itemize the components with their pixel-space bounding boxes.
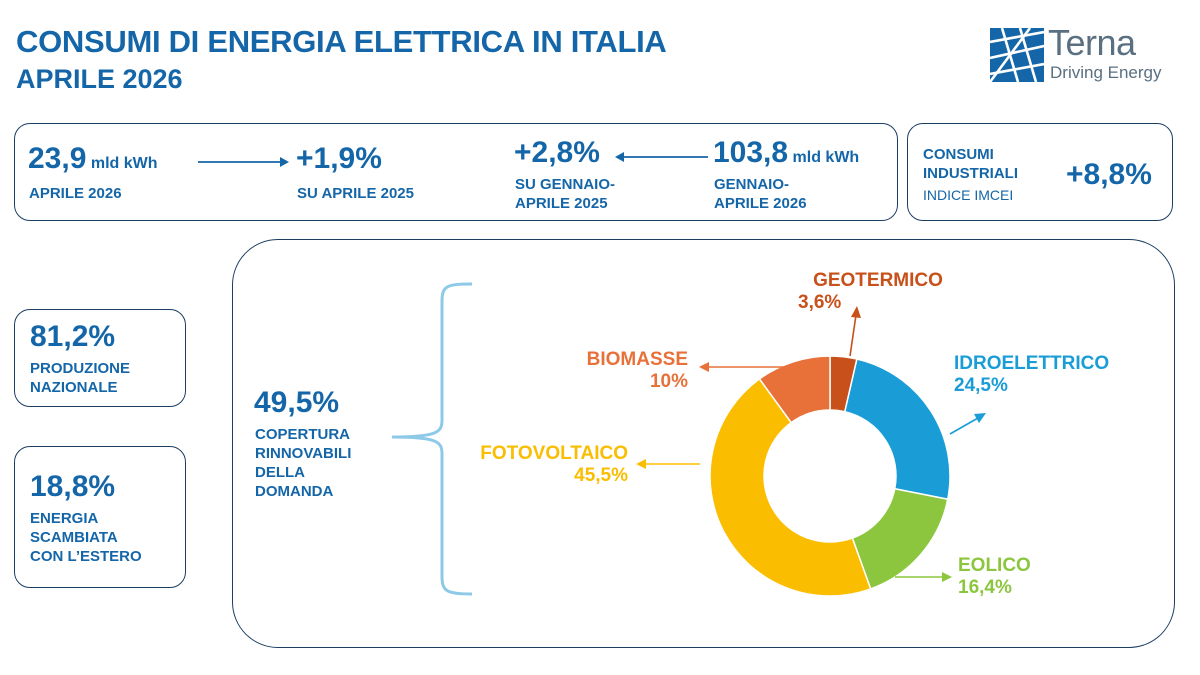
kpi-ytd-value: 103,8 xyxy=(713,136,789,169)
label-eolico-name: EOLICO xyxy=(958,555,1031,576)
energy-exchange-value: 18,8% xyxy=(30,470,116,503)
curly-brace-icon xyxy=(391,282,473,596)
logo-wordmark: Terna xyxy=(1048,22,1136,63)
arrow-left-icon xyxy=(615,152,708,162)
donut-segments xyxy=(709,355,951,597)
kpi-monthly-change-value: +1,9% xyxy=(296,142,382,175)
label-idroelettrico: IDROELETTRICO 24,5% xyxy=(954,353,1109,397)
national-production-value: 81,2% xyxy=(30,320,116,353)
donut-segment-eolico xyxy=(851,487,949,590)
label-biomasse-name: BIOMASSE xyxy=(586,349,688,370)
national-production-label: PRODUZIONE NAZIONALE xyxy=(30,360,131,396)
label-fotovoltaico-name: FOTOVOLTAICO xyxy=(480,443,628,464)
kpi-ytd-label: GENNAIO- APRILE 2026 xyxy=(714,176,807,212)
industrial-label: CONSUMI INDUSTRIALI xyxy=(923,146,1018,182)
arrow-right-icon xyxy=(198,157,289,167)
label-biomasse: BIOMASSE 10% xyxy=(560,349,688,393)
page-title: CONSUMI DI ENERGIA ELETTRICA IN ITALIA xyxy=(16,24,667,59)
kpi-monthly: 23,9 mld kWh xyxy=(28,142,158,176)
donut-segment-fotovoltaico xyxy=(709,377,872,597)
terna-logo-icon xyxy=(990,28,1044,82)
industrial-sublabel: INDICE IMCEI xyxy=(923,187,1014,203)
kpi-ytd-unit: mld kWh xyxy=(792,149,860,166)
label-geotermico-name: GEOTERMICO xyxy=(813,270,943,291)
renewables-panel xyxy=(232,239,1175,648)
label-eolico-value: 16,4% xyxy=(958,577,1012,598)
logo-tagline: Driving Energy xyxy=(1050,63,1162,82)
kpi-monthly-change-label: SU APRILE 2025 xyxy=(297,185,414,202)
donut-segment-idroelettrico xyxy=(843,358,951,501)
label-idroelettrico-name: IDROELETTRICO xyxy=(954,353,1110,374)
label-geotermico: GEOTERMICO 3,6% xyxy=(798,270,958,314)
kpi-monthly-unit: mld kWh xyxy=(90,155,158,172)
kpi-ytd-change-label: SU GENNAIO- APRILE 2025 xyxy=(515,176,616,212)
terna-logo: Terna Driving Energy xyxy=(990,22,1180,86)
kpi-monthly-value: 23,9 xyxy=(28,142,87,175)
label-eolico: EOLICO 16,4% xyxy=(958,555,1031,599)
industrial-panel xyxy=(907,123,1173,221)
industrial-value: +8,8% xyxy=(1066,158,1152,191)
kpi-monthly-label: APRILE 2026 xyxy=(29,185,122,202)
label-geotermico-value: 3,6% xyxy=(798,292,842,313)
page-subtitle: APRILE 2026 xyxy=(16,64,183,94)
energy-exchange-label: ENERGIA SCAMBIATA CON L’ESTERO xyxy=(30,510,142,565)
label-fotovoltaico: FOTOVOLTAICO 45,5% xyxy=(450,443,628,487)
label-idroelettrico-value: 24,5% xyxy=(954,375,1008,396)
energy-exchange-panel xyxy=(14,446,186,588)
label-fotovoltaico-value: 45,5% xyxy=(574,465,628,486)
kpi-ytd: 103,8 mld kWh xyxy=(713,136,859,170)
label-biomasse-value: 10% xyxy=(649,371,688,392)
renewables-value: 49,5% xyxy=(254,386,340,419)
kpi-top-panel xyxy=(14,123,898,221)
national-production-panel xyxy=(14,309,186,407)
renewables-label: COPERTURA RINNOVABILI DELLA DOMANDA xyxy=(255,426,352,500)
kpi-ytd-change-value: +2,8% xyxy=(514,136,600,169)
